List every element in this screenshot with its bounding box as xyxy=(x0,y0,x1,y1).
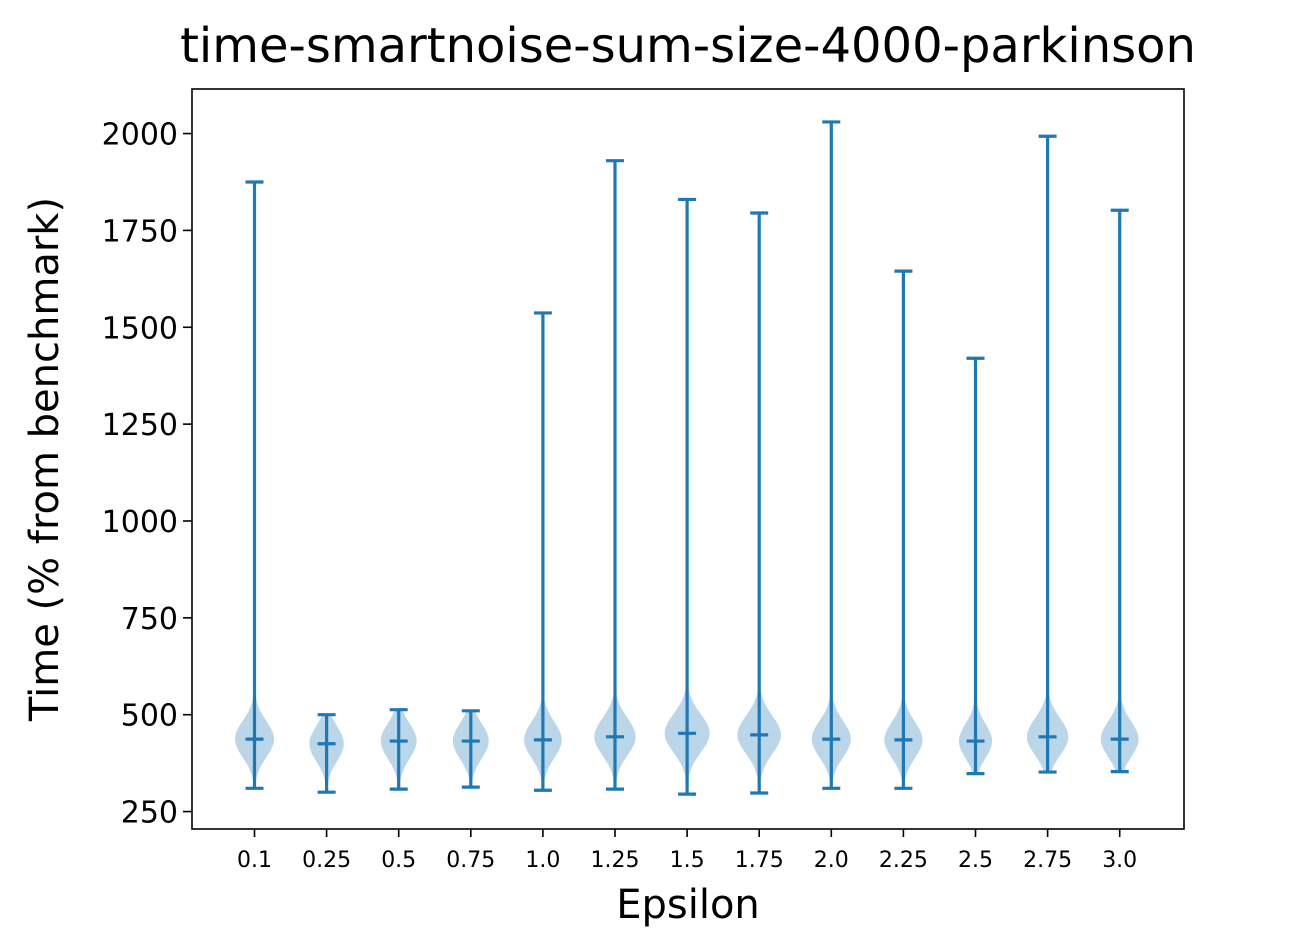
chart-title: time-smartnoise-sum-size-4000-parkinson xyxy=(180,18,1196,74)
violin-1.75 xyxy=(737,211,781,795)
y-tick-label: 1750 xyxy=(102,214,178,249)
violin-2.0 xyxy=(811,120,851,790)
x-tick-label: 2.0 xyxy=(814,848,849,873)
violin-2.25 xyxy=(884,269,923,790)
x-tick-label: 0.1 xyxy=(237,848,272,873)
violin-1.25 xyxy=(594,159,636,791)
x-tick-label: 1.75 xyxy=(735,848,784,873)
x-axis: 0.1 0.25 0.5 0.75 1.0 1.25 1.5 1.75 2.0 2.25 2.5 2.… xyxy=(237,829,1137,873)
x-tick-label: 0.5 xyxy=(381,848,416,873)
x-tick-label: 1.5 xyxy=(670,848,705,873)
y-tick-label: 1000 xyxy=(102,505,178,540)
violin-0.25 xyxy=(309,713,344,794)
y-tick-label: 1250 xyxy=(102,408,178,443)
y-tick-label: 500 xyxy=(121,699,178,734)
x-tick-label: 1.0 xyxy=(525,848,560,873)
violin-0.1 xyxy=(235,180,274,790)
x-tick-label: 2.5 xyxy=(958,848,993,873)
y-axis: 250 500 750 1000 1250 1500 1750 2000 xyxy=(102,118,192,831)
plot-frame xyxy=(191,88,1185,830)
violin-0.75 xyxy=(452,709,489,789)
x-tick-label: 2.75 xyxy=(1023,848,1072,873)
y-axis-label: Time (% from benchmark) xyxy=(22,197,68,722)
violin-0.5 xyxy=(380,708,417,791)
x-tick-label: 1.25 xyxy=(591,848,640,873)
x-axis-label: Epsilon xyxy=(616,882,760,928)
violin-2.5 xyxy=(958,356,993,776)
y-tick-label: 750 xyxy=(121,602,178,637)
violin-1.5 xyxy=(664,197,710,796)
x-tick-label: 0.25 xyxy=(302,848,351,873)
x-tick-label: 0.75 xyxy=(446,848,495,873)
x-tick-label: 2.25 xyxy=(879,848,928,873)
violin-1.0 xyxy=(524,311,562,792)
y-tick-label: 250 xyxy=(121,796,178,831)
violin-group xyxy=(235,120,1139,796)
y-tick-label: 2000 xyxy=(102,118,178,153)
violin-2.75 xyxy=(1026,134,1069,774)
y-tick-label: 1500 xyxy=(102,311,178,346)
x-tick-label: 3.0 xyxy=(1102,848,1137,873)
violin-3.0 xyxy=(1100,208,1139,774)
